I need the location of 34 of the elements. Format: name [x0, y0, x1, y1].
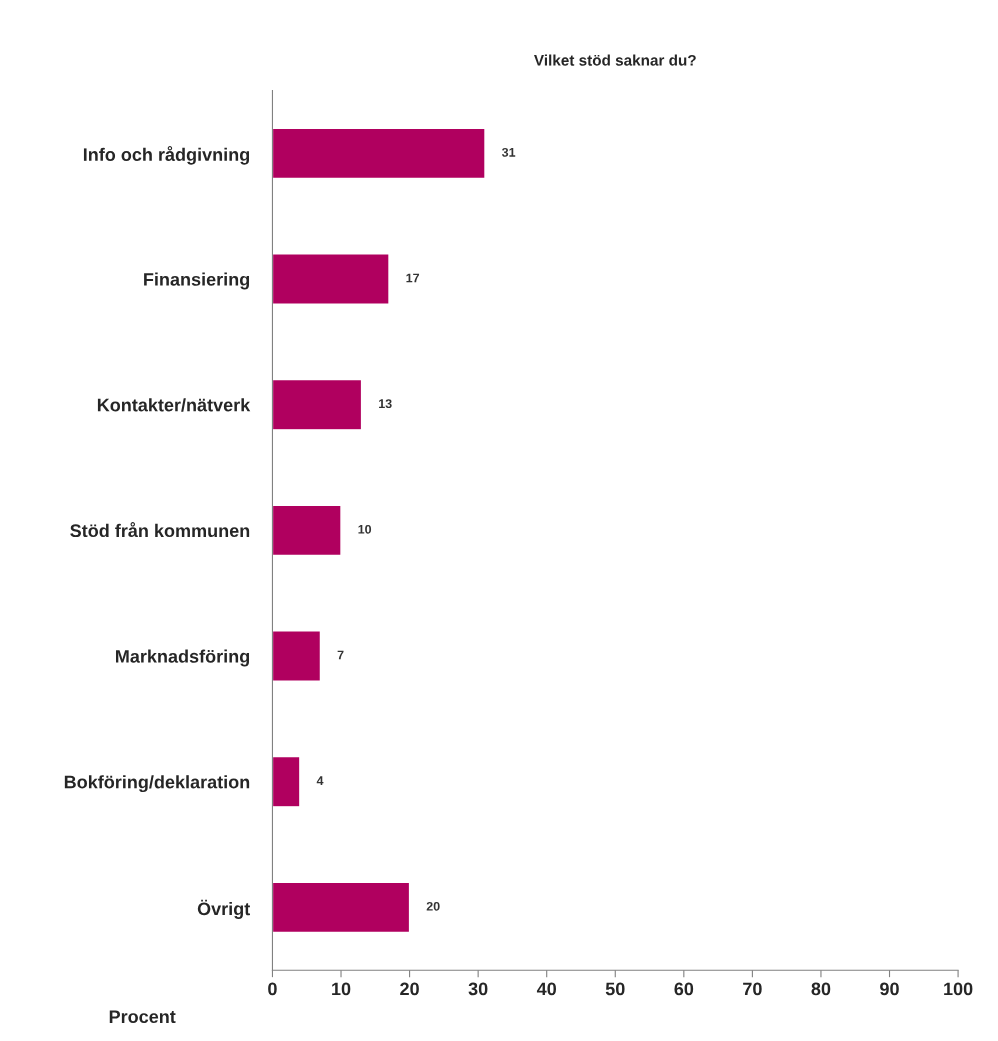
x-tick-label: 50: [605, 982, 625, 996]
x-tick-label: 10: [332, 982, 351, 996]
data-label: 4: [316, 776, 324, 785]
bar: [272, 504, 342, 557]
y-tick-label: Stöd från kommunen: [70, 522, 250, 538]
bar: [272, 253, 390, 305]
y-tick-label: Marknadsföring: [116, 649, 250, 667]
y-tick-label: Finansiering: [144, 272, 250, 290]
x-tick-label: 20: [400, 982, 419, 996]
data-label: 13: [379, 399, 392, 409]
x-tick-label: 100: [944, 982, 973, 996]
y-tick-label: Info och rådgivning: [83, 145, 250, 165]
x-tick-label: 60: [674, 982, 694, 996]
data-label: 10: [358, 524, 372, 534]
chart-title: Vilket stöd saknar du?: [534, 54, 696, 66]
bar: [272, 630, 322, 682]
data-label: 17: [406, 273, 420, 283]
bar: [272, 881, 411, 934]
y-tick-label: Kontakter/nätverk: [97, 398, 251, 412]
data-label: 31: [501, 147, 516, 157]
x-tick-label: 70: [743, 982, 762, 996]
x-tick-label: 30: [468, 982, 488, 996]
x-tick-label: 40: [536, 982, 557, 996]
y-tick-label: Bokföring/deklaration: [64, 775, 250, 793]
x-axis-title: Procent: [109, 1010, 176, 1024]
x-tick-label: 0: [268, 982, 277, 996]
y-tick-label: Övrigt: [197, 899, 251, 919]
data-label: 20: [426, 901, 440, 911]
x-tick-label: 90: [880, 982, 899, 996]
bar: [272, 755, 301, 808]
bar: [272, 378, 363, 431]
x-tick-label: 80: [811, 982, 831, 996]
data-label: 7: [337, 650, 344, 660]
bar: [272, 127, 486, 180]
